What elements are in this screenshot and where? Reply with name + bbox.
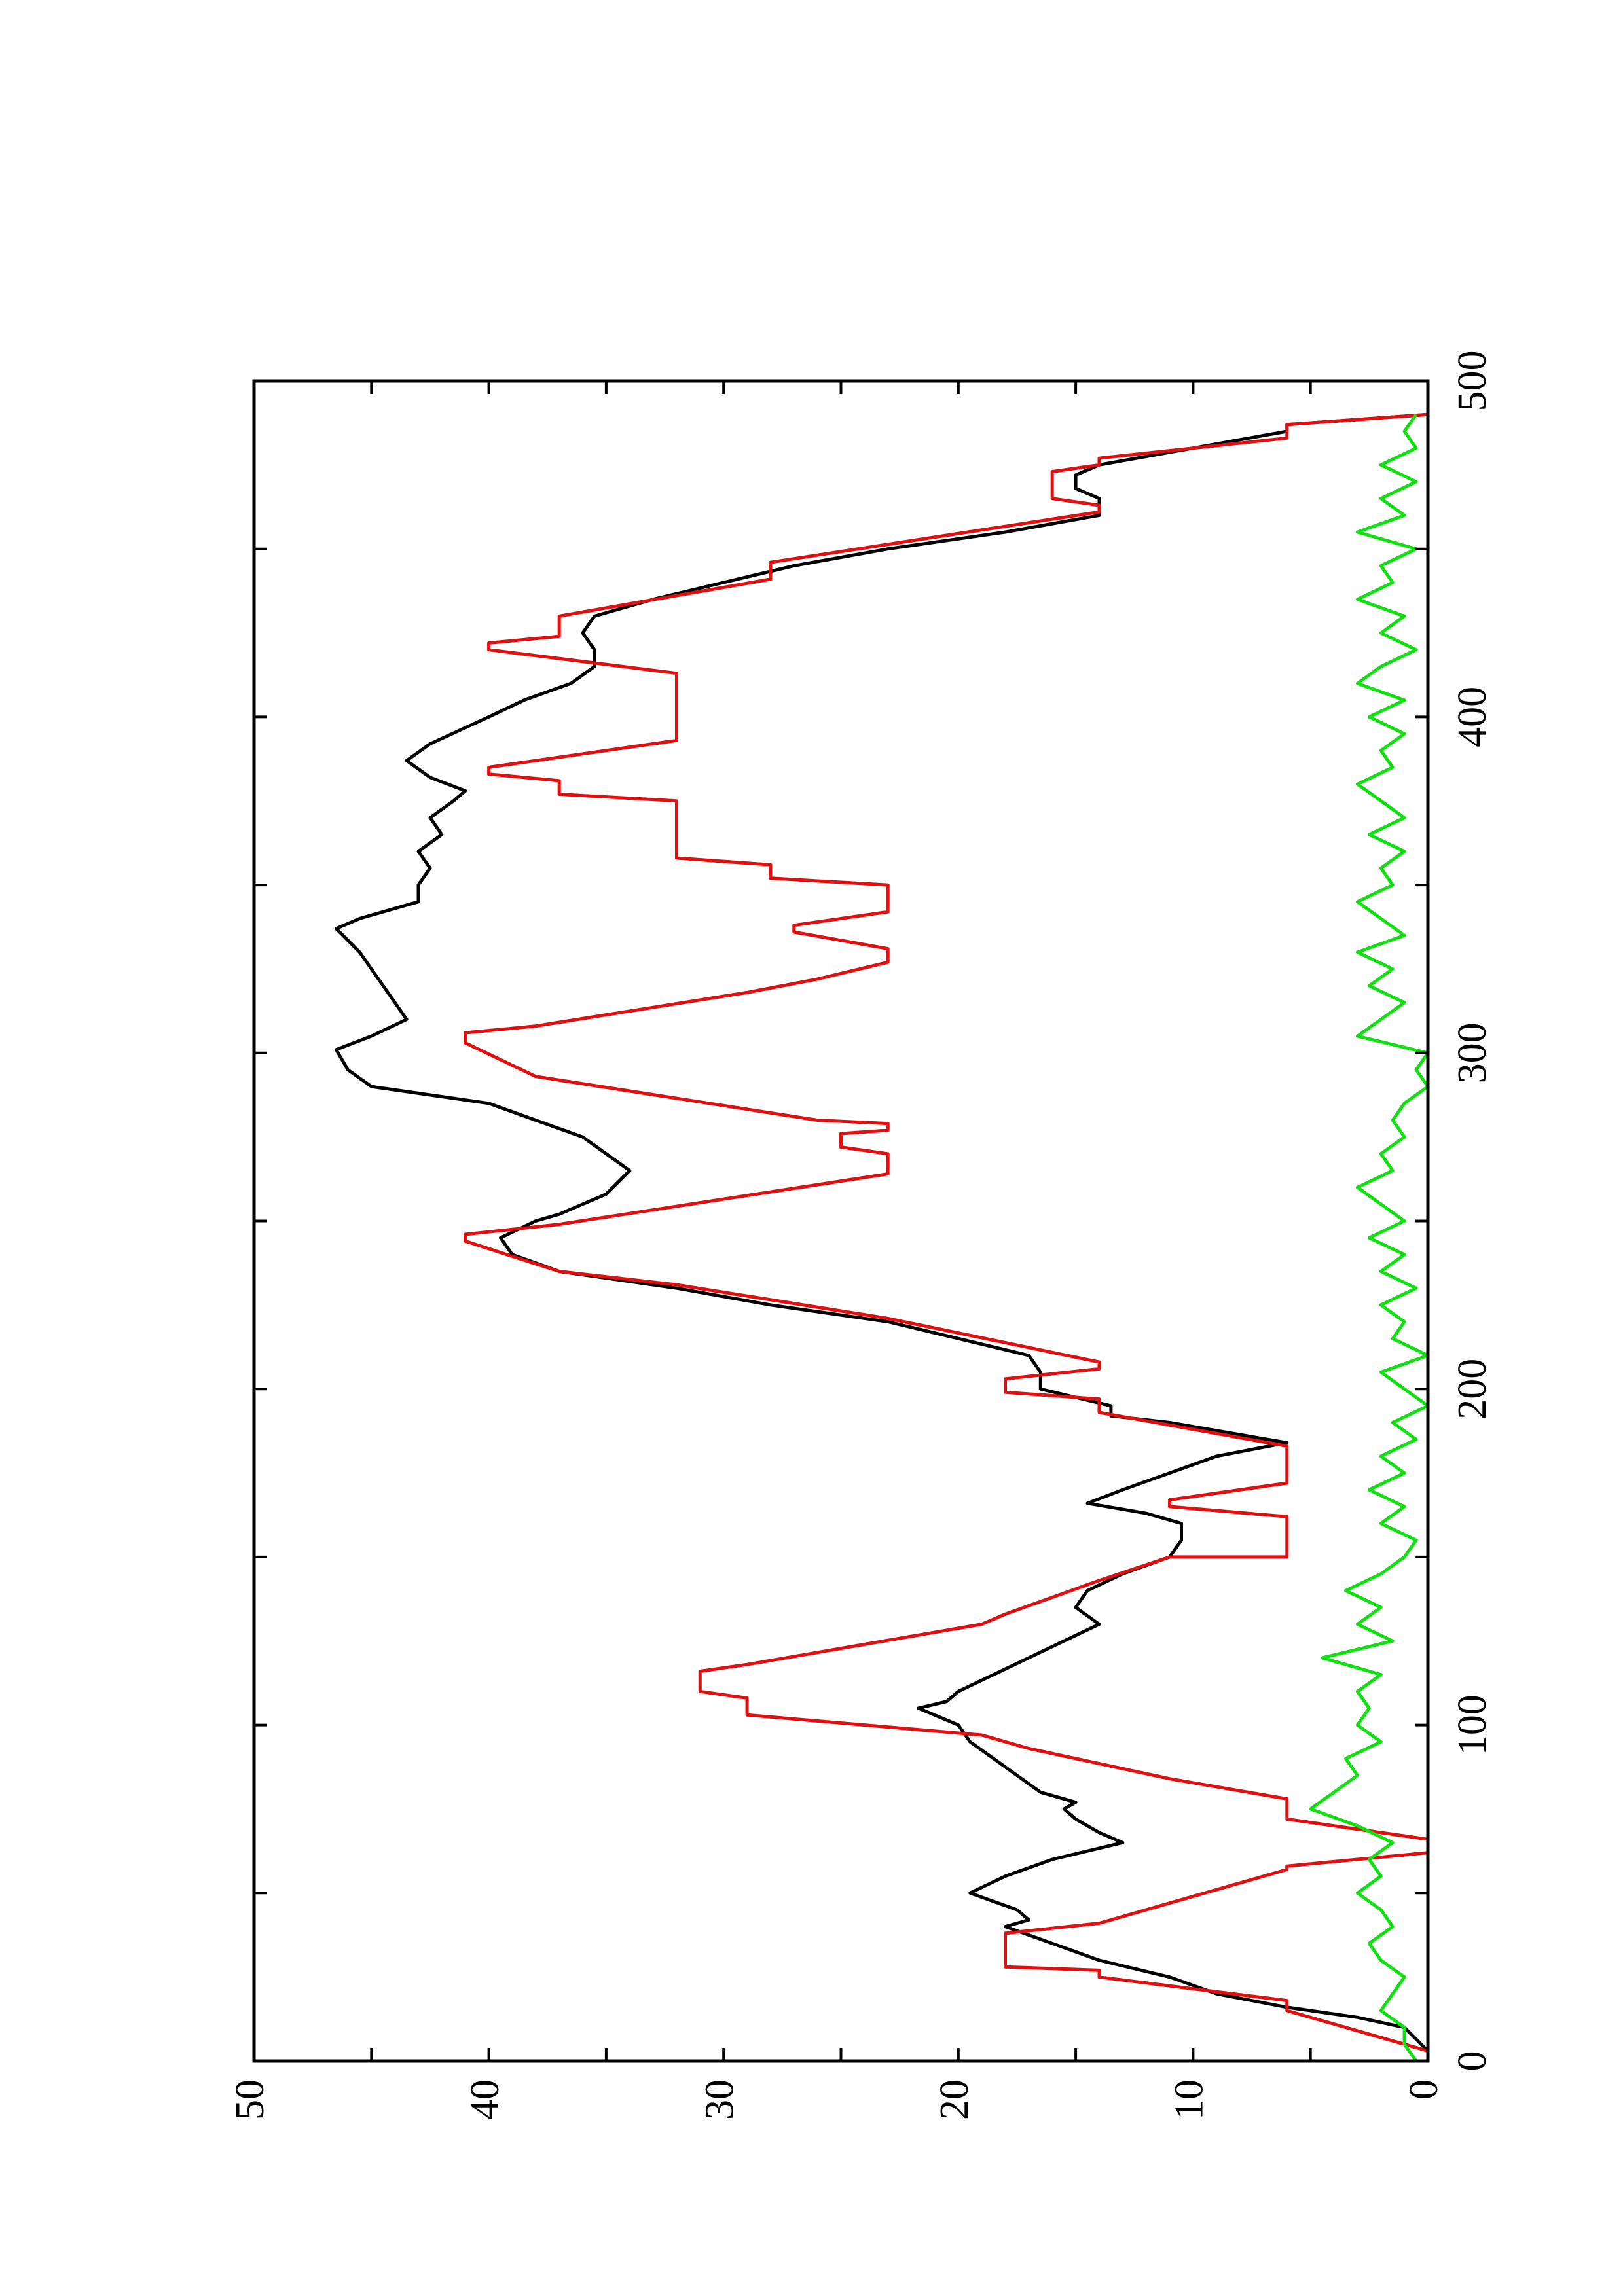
- y-tick-label: 0: [1402, 2079, 1446, 2100]
- y-tick-label: 30: [697, 2079, 742, 2120]
- data-line: [464, 412, 1430, 2053]
- x-tick-label: 400: [1450, 687, 1495, 747]
- x-tick-label: 300: [1450, 1022, 1495, 1083]
- plot-frame: [252, 379, 1430, 2063]
- data-line: [335, 412, 1429, 2053]
- x-tick-label: 100: [1450, 1695, 1495, 1755]
- x-tick-label: 200: [1450, 1359, 1495, 1420]
- y-tick-label: 50: [228, 2079, 272, 2120]
- y-tick-label: 40: [463, 2079, 507, 2120]
- x-tick-label: 500: [1450, 351, 1495, 412]
- x-tick-label: 0: [1450, 2051, 1495, 2072]
- y-tick-label: 20: [932, 2079, 977, 2120]
- plot-area: 0 100 200 300 400 500 0 10 20 30 40 50: [228, 351, 1495, 2121]
- y-tick-label: 10: [1167, 2079, 1212, 2120]
- data-line: [1309, 413, 1430, 2062]
